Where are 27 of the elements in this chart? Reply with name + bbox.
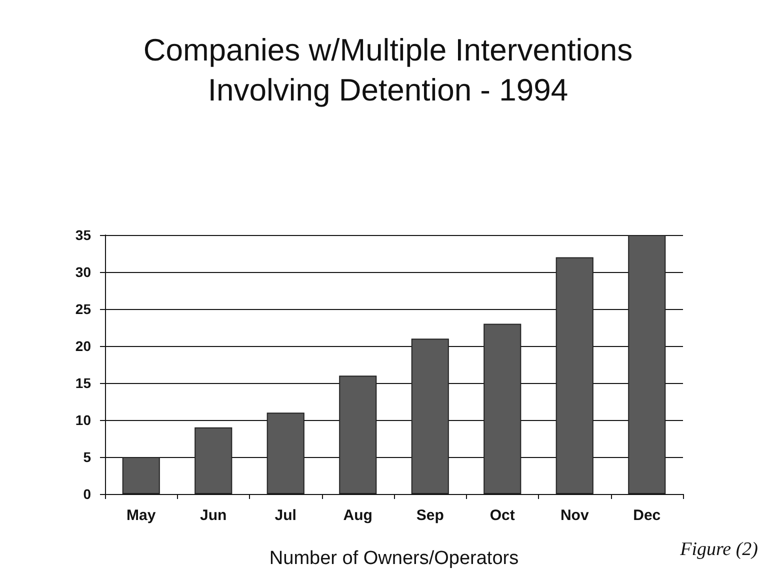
bar <box>339 376 377 494</box>
y-tick-label: 35 <box>75 227 92 243</box>
y-tick-label: 5 <box>83 449 92 465</box>
y-tick-label: 25 <box>75 301 92 317</box>
x-tick-label: Sep <box>416 507 444 524</box>
x-tick-label: May <box>126 507 156 524</box>
x-tick-label: Oct <box>490 507 515 524</box>
x-tick-label: Aug <box>343 507 372 524</box>
y-tick-label: 15 <box>75 375 92 391</box>
y-tick-label: 0 <box>83 486 92 502</box>
y-tick-label: 20 <box>75 338 92 354</box>
x-tick-label: Dec <box>633 507 661 524</box>
bar <box>556 257 594 494</box>
bar <box>628 235 666 494</box>
x-tick-label: Jul <box>274 507 296 524</box>
y-tick-label: 30 <box>75 264 92 280</box>
x-axis-title: Number of Owners/Operators <box>269 548 519 569</box>
text: Figure (2) <box>679 539 758 560</box>
x-tick-label: Jun <box>200 507 227 524</box>
x-tick-label: Nov <box>560 507 590 524</box>
y-tick-label: 10 <box>75 412 92 428</box>
bar <box>266 412 304 494</box>
bar <box>411 338 449 494</box>
bar <box>122 457 160 494</box>
bar <box>484 324 522 494</box>
bar <box>194 427 232 494</box>
chart-title: Companies w/Multiple Interventions Involving Detention - 1994 <box>143 32 633 108</box>
